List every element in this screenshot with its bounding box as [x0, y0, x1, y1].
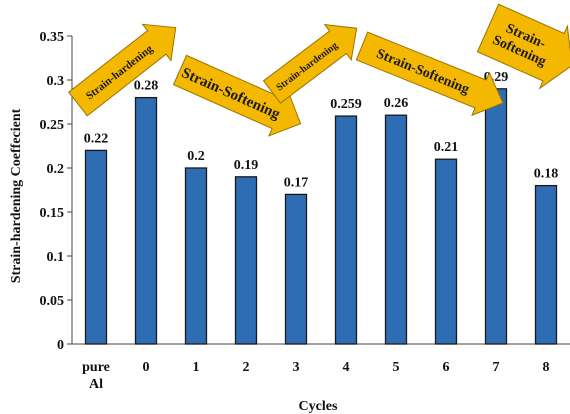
data-label: 0.28 — [134, 79, 159, 94]
y-tick-label: 0.3 — [47, 74, 65, 89]
data-label: 0.19 — [234, 158, 259, 173]
annotation-arrow: Strain-hardening — [68, 23, 177, 117]
x-axis: pure Al 0 1 2 3 4 5 6 7 8 — [72, 343, 570, 392]
bar — [134, 96, 158, 345]
bar — [284, 193, 308, 345]
x-tick-label: 3 — [293, 360, 300, 375]
arrow-shape — [68, 23, 177, 117]
data-label: 0.26 — [384, 96, 409, 111]
data-label: 0.22 — [84, 131, 109, 146]
data-label: 0.18 — [534, 167, 559, 182]
x-tick-label: 0 — [143, 360, 150, 375]
y-tick-label: 0.1 — [47, 250, 65, 265]
bar — [84, 149, 108, 345]
y-tick-label: 0.35 — [40, 30, 65, 45]
x-tick-label: 6 — [443, 360, 450, 375]
x-tick-label: 1 — [193, 360, 200, 375]
x-tick-label: 2 — [243, 360, 250, 375]
y-tick-label: 0.05 — [40, 294, 65, 309]
y-tick-label: 0.2 — [47, 162, 65, 177]
y-axis-label: Strain-hardening Coeffecient — [9, 108, 24, 283]
y-axis: 0 0.05 0.1 0.15 0.2 0.25 0.3 0.35 — [40, 30, 73, 353]
x-axis-label: Cycles — [299, 399, 338, 414]
x-tick-label: 5 — [393, 360, 400, 375]
y-tick-label: 0.25 — [40, 118, 65, 133]
x-tick-label: 7 — [493, 360, 500, 375]
bar — [234, 176, 258, 345]
bar — [384, 114, 408, 345]
data-label: 0.2 — [187, 149, 205, 164]
bar — [434, 158, 458, 345]
annotation-arrow: Strain-hardening — [262, 24, 358, 104]
data-label: 0.259 — [330, 97, 362, 112]
bar — [534, 184, 558, 345]
y-tick-label: 0 — [57, 338, 64, 353]
data-label: 0.21 — [434, 140, 459, 155]
x-tick-label: 8 — [543, 360, 550, 375]
arrow-shape — [262, 24, 358, 104]
x-tick-label: pure Al — [82, 360, 110, 392]
bars — [84, 88, 558, 345]
arrow-shape — [355, 31, 504, 117]
arrow-shape — [476, 3, 570, 90]
bar — [334, 115, 358, 345]
annotation-arrow: Strain-Softening — [476, 3, 570, 90]
x-tick-label: 4 — [343, 360, 350, 375]
bar — [184, 167, 208, 345]
data-label: 0.17 — [284, 175, 309, 190]
bar — [484, 88, 508, 345]
y-tick-label: 0.15 — [40, 206, 65, 221]
